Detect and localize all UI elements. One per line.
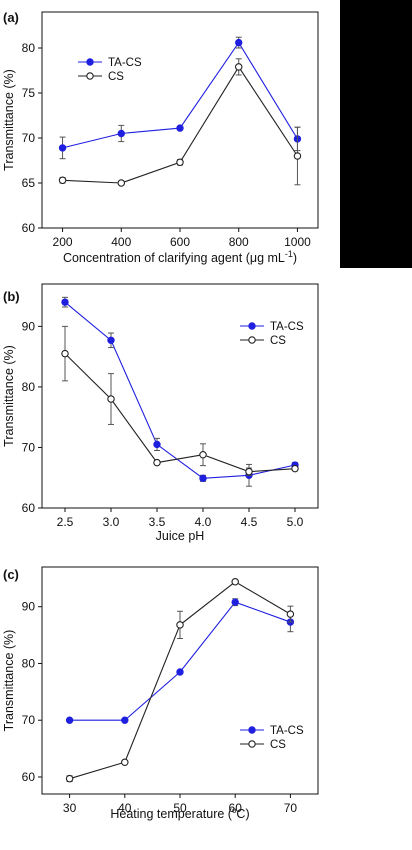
x-tick-label: 3.0 — [103, 515, 120, 529]
x-tick-label: 60 — [229, 801, 243, 815]
x-tick-label: 3.5 — [149, 515, 166, 529]
legend-marker — [86, 72, 94, 80]
plot-frame — [41, 11, 319, 229]
y-tick-label: 60 — [22, 221, 36, 235]
x-tick-label: 50 — [173, 801, 187, 815]
legend-marker — [248, 726, 256, 734]
legend-label: TA-CS — [108, 57, 142, 69]
data-point — [107, 336, 115, 345]
x-tick-label: 30 — [63, 801, 77, 815]
x-tick-label: 4.0 — [195, 515, 212, 529]
x-tick-label: 400 — [111, 235, 131, 249]
legend-marker — [248, 322, 256, 330]
data-point — [231, 598, 239, 606]
legend-label: CS — [270, 739, 286, 751]
x-axis-title: Juice pH — [156, 529, 205, 543]
data-point — [293, 152, 302, 160]
y-tick-label: 60 — [22, 501, 36, 515]
data-point — [117, 179, 126, 187]
data-point — [153, 440, 161, 449]
data-point — [58, 176, 67, 185]
data-point — [235, 38, 243, 47]
y-tick-label: 70 — [22, 440, 36, 454]
legend-marker — [248, 336, 256, 344]
y-tick-label: 70 — [22, 713, 36, 727]
series-line-cs — [64, 353, 296, 473]
data-point — [61, 349, 69, 358]
y-tick-label: 80 — [22, 41, 36, 55]
data-point — [176, 124, 184, 132]
legend-label: TA-CS — [270, 725, 304, 737]
data-point — [153, 458, 161, 467]
x-tick-label: 70 — [284, 801, 298, 815]
x-tick-label: 200 — [53, 235, 73, 249]
plot-frame — [41, 283, 319, 509]
plot-frame — [41, 566, 319, 795]
data-point — [291, 464, 299, 473]
y-axis-title: Transmittance (%) — [2, 345, 16, 447]
panel-label: (c) — [3, 567, 19, 582]
data-point — [176, 621, 184, 629]
y-tick-label: 90 — [22, 319, 36, 333]
legend-label: TA-CS — [270, 321, 304, 333]
x-axis-title: Heating temperature (oC) — [110, 806, 249, 821]
chart-panel-a: (a) 200 400 600 800 1000 60 65 70 75 80 Transmittan… — [2, 10, 319, 265]
y-axis-title: Transmittance (%) — [2, 69, 16, 171]
legend-label: CS — [108, 71, 124, 83]
black-redaction-box — [340, 0, 412, 268]
y-axis-title: Transmittance (%) — [2, 630, 16, 732]
legend-label: CS — [270, 335, 286, 347]
data-point — [176, 158, 184, 167]
panel-label: (b) — [3, 289, 20, 304]
y-tick-label: 90 — [22, 600, 36, 614]
data-point — [121, 716, 129, 724]
x-tick-label: 1000 — [284, 235, 311, 249]
legend-marker — [248, 740, 256, 748]
y-tick-label: 65 — [22, 176, 36, 190]
legend-marker — [86, 58, 94, 66]
data-point — [107, 395, 115, 403]
x-tick-label: 2.5 — [57, 515, 74, 529]
data-point — [234, 63, 243, 71]
data-point — [199, 474, 207, 483]
y-tick-label: 80 — [22, 380, 36, 394]
data-point — [65, 716, 74, 724]
data-point — [231, 578, 239, 586]
x-tick-label: 40 — [118, 801, 132, 815]
x-tick-label: 5.0 — [287, 515, 304, 529]
series-line-ta-cs — [62, 41, 298, 149]
chart-panel-c: (c) 30 40 50 60 70 60 70 80 90 Transmittance (%) He… — [2, 566, 319, 821]
y-tick-label: 75 — [22, 86, 36, 100]
data-point — [58, 144, 67, 152]
panel-label: (a) — [3, 10, 19, 25]
y-tick-label: 70 — [22, 131, 36, 145]
data-point — [245, 467, 253, 476]
y-tick-label: 80 — [22, 656, 36, 670]
data-point — [176, 668, 184, 676]
y-tick-label: 60 — [22, 770, 36, 784]
chart-panel-b: (b) 2.5 3.0 3.5 4.0 4.5 5.0 60 70 80 90 Transmittan… — [2, 283, 319, 543]
data-point — [199, 450, 207, 459]
data-point — [61, 298, 69, 306]
x-tick-label: 4.5 — [241, 515, 258, 529]
series-line-ta-cs — [64, 301, 296, 479]
data-point — [117, 129, 125, 138]
x-tick-label: 800 — [229, 235, 249, 249]
data-point — [65, 774, 74, 783]
data-point — [121, 758, 129, 766]
x-axis-title: Concentration of clarifying agent (μg mL… — [63, 249, 297, 265]
x-tick-label: 600 — [170, 235, 190, 249]
data-point — [286, 610, 295, 618]
